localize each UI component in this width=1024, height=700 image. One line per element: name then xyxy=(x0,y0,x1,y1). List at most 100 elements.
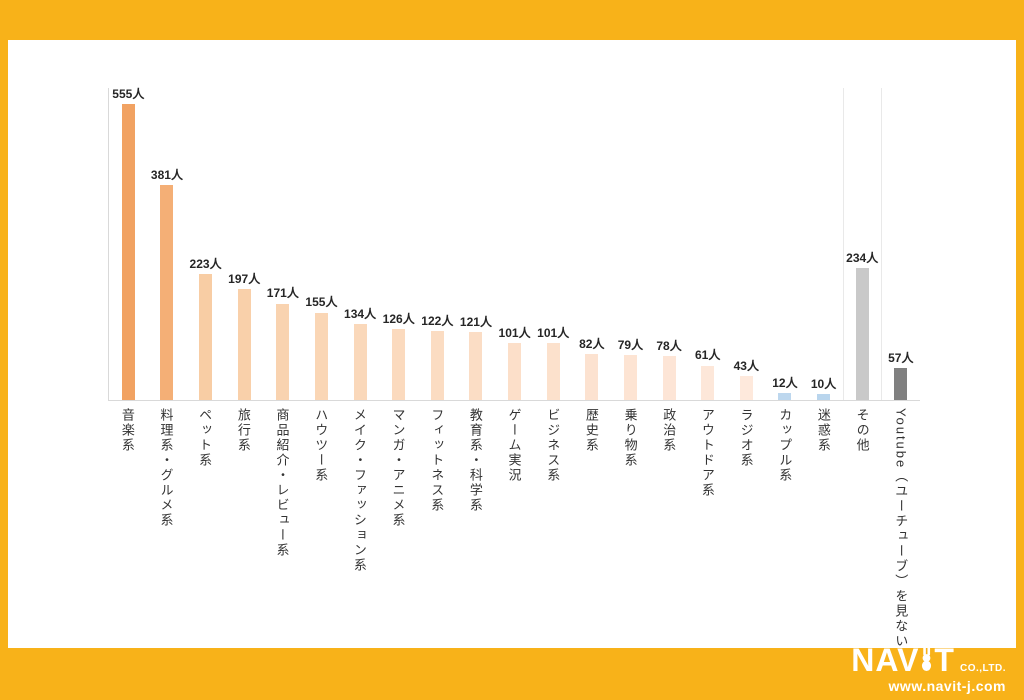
category-label-text: 旅行系 xyxy=(235,408,251,453)
category-label: 迷惑系 xyxy=(804,408,843,640)
bar xyxy=(430,331,444,400)
category-label-text: 迷惑系 xyxy=(815,408,831,453)
bar-column: 555人 xyxy=(109,87,148,400)
bar-value-label: 134人 xyxy=(344,307,377,322)
bar-column: 101人 xyxy=(534,88,573,400)
category-label-text: 歴史系 xyxy=(583,408,599,453)
category-label: 料理系・グルメ系 xyxy=(147,408,186,640)
category-label-text: ラジオ系 xyxy=(738,408,754,468)
bar-column: 43人 xyxy=(727,88,766,400)
bar-value-label: 82人 xyxy=(579,336,605,351)
bar-column: 57人 xyxy=(882,88,921,400)
bar-column: 171人 xyxy=(264,88,303,400)
category-label: 旅行系 xyxy=(224,408,263,640)
bar-value-label: 101人 xyxy=(498,325,531,340)
bar-column: 122人 xyxy=(418,88,457,400)
bar-column: 82人 xyxy=(573,88,612,400)
category-label-text: ゲーム実況 xyxy=(506,408,522,483)
bar xyxy=(392,328,406,400)
bar xyxy=(469,331,483,400)
category-label: ペット系 xyxy=(185,408,224,640)
bar-column: 12人 xyxy=(766,88,805,400)
bar-column: 126人 xyxy=(379,88,418,400)
bar-value-label: 121人 xyxy=(459,314,492,329)
category-label: マンガ・アニメ系 xyxy=(379,408,418,640)
category-label: 教育系・科学系 xyxy=(456,408,495,640)
bar-column: 381人 xyxy=(148,88,187,400)
bar xyxy=(894,367,908,400)
category-label: Youtube（ユーチューブ）を見ない xyxy=(881,408,920,649)
bar-value-label: 223人 xyxy=(189,257,222,272)
bar xyxy=(276,303,290,400)
bar-chart-plot: 555人 381人 223人 197人 171人 155人 134人 126人 122人 121人… xyxy=(108,87,921,401)
category-label-text: メイク・ファッション系 xyxy=(351,408,367,573)
bar-value-label: 79人 xyxy=(617,338,644,353)
navit-logo-text: NAV T xyxy=(851,644,955,676)
bar xyxy=(353,324,367,400)
rabbit-icon xyxy=(920,644,933,676)
bar xyxy=(623,355,637,400)
category-label-text: 政治系 xyxy=(661,408,677,453)
category-label-text: フィットネス系 xyxy=(429,408,445,513)
bar xyxy=(739,375,753,400)
category-label-text: その他 xyxy=(854,408,870,453)
bar-chart: 555人 381人 223人 197人 171人 155人 134人 126人 122人 121人… xyxy=(108,87,921,649)
category-label: 政治系 xyxy=(649,408,688,640)
bar-column: 155人 xyxy=(302,88,341,400)
bar-value-label: 234人 xyxy=(846,250,879,265)
bar xyxy=(662,356,676,400)
category-label: 乗り物系 xyxy=(611,408,650,640)
bar xyxy=(701,365,715,400)
category-label: アウトドア系 xyxy=(688,408,727,640)
category-label-text: アウトドア系 xyxy=(699,408,715,498)
category-label: ビジネス系 xyxy=(533,408,572,640)
bar-value-label: 381人 xyxy=(150,167,183,182)
bar-column: 134人 xyxy=(341,88,380,400)
bar-column: 101人 xyxy=(495,88,534,400)
bar-column: 78人 xyxy=(650,88,689,400)
bar-value-label: 126人 xyxy=(382,311,415,326)
navit-logo: NAV T CO.,LTD. www.navit-j.com xyxy=(851,644,1006,694)
website-url: www.navit-j.com xyxy=(888,678,1006,694)
bar xyxy=(199,274,213,400)
bar xyxy=(817,394,831,400)
bar-column: 79人 xyxy=(611,88,650,400)
category-label-text: Youtube（ユーチューブ）を見ない xyxy=(893,408,909,650)
category-label: ハウツー系 xyxy=(301,408,340,640)
bar xyxy=(121,104,135,400)
category-label: その他 xyxy=(843,408,882,640)
bar xyxy=(160,185,174,400)
category-label-text: ペット系 xyxy=(197,408,213,468)
bar-column: 10人 xyxy=(804,88,843,400)
category-label-text: 教育系・科学系 xyxy=(467,408,483,513)
bar-value-label: 122人 xyxy=(421,314,454,329)
category-label: ゲーム実況 xyxy=(495,408,534,640)
category-label-text: ビジネス系 xyxy=(545,408,561,483)
category-label-text: マンガ・アニメ系 xyxy=(390,408,406,528)
category-label-text: 料理系・グルメ系 xyxy=(158,408,174,528)
category-label: 音楽系 xyxy=(108,408,147,640)
category-label: ラジオ系 xyxy=(727,408,766,640)
category-label: メイク・ファッション系 xyxy=(340,408,379,640)
bar-value-label: 43人 xyxy=(733,358,759,373)
category-label-text: ハウツー系 xyxy=(313,408,329,483)
bar-column: 234人 xyxy=(843,88,882,400)
bar xyxy=(778,393,792,400)
bar-value-label: 555人 xyxy=(112,87,145,101)
bar-value-label: 57人 xyxy=(888,350,914,365)
bar-value-label: 155人 xyxy=(305,295,338,310)
category-axis: 音楽系 料理系・グルメ系 ペット系 旅行系 商品紹介・レビュー系 ハウツー系 メイク・ファッ… xyxy=(108,408,920,649)
category-label-text: 音楽系 xyxy=(119,408,135,453)
bar-column: 121人 xyxy=(457,88,496,400)
category-label-text: 商品紹介・レビュー系 xyxy=(274,408,290,558)
category-label: 商品紹介・レビュー系 xyxy=(263,408,302,640)
bar xyxy=(585,353,599,400)
category-label: カップル系 xyxy=(765,408,804,640)
bar xyxy=(314,312,328,400)
separator-line xyxy=(842,88,844,400)
bar-value-label: 78人 xyxy=(656,338,682,353)
bar xyxy=(508,343,522,400)
bar xyxy=(237,288,251,400)
bar-value-label: 171人 xyxy=(266,286,299,301)
